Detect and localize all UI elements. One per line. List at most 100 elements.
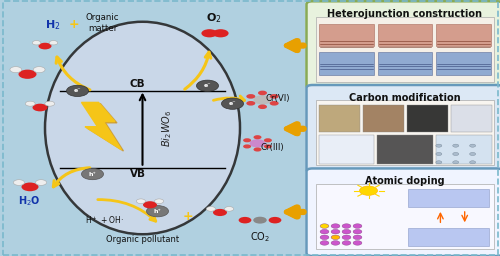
- Circle shape: [254, 147, 262, 152]
- FancyBboxPatch shape: [306, 1, 500, 89]
- Text: CB: CB: [130, 79, 146, 90]
- Circle shape: [22, 183, 38, 191]
- Text: CO$_2$: CO$_2$: [250, 230, 270, 244]
- Circle shape: [250, 139, 266, 147]
- FancyBboxPatch shape: [305, 2, 498, 254]
- Bar: [436, 52, 491, 75]
- Bar: [377, 135, 433, 164]
- Bar: [318, 105, 360, 132]
- Text: Atomic doping: Atomic doping: [364, 176, 444, 186]
- Circle shape: [213, 209, 227, 216]
- Circle shape: [360, 186, 378, 195]
- Bar: [436, 135, 492, 164]
- Circle shape: [82, 168, 104, 180]
- Text: h⁺: h⁺: [88, 172, 96, 177]
- Text: H$^+$ + OH·: H$^+$ + OH·: [86, 214, 124, 226]
- Circle shape: [10, 67, 22, 73]
- Circle shape: [452, 152, 458, 155]
- Bar: [362, 105, 404, 132]
- Circle shape: [243, 144, 251, 148]
- Circle shape: [320, 235, 329, 240]
- Polygon shape: [84, 104, 124, 151]
- Circle shape: [32, 41, 41, 45]
- Bar: [450, 105, 492, 132]
- Text: Organic
matter: Organic matter: [86, 13, 120, 33]
- Circle shape: [264, 138, 272, 142]
- FancyArrowPatch shape: [286, 40, 304, 51]
- Text: h⁺: h⁺: [154, 209, 162, 214]
- Circle shape: [36, 180, 46, 185]
- Circle shape: [202, 29, 218, 37]
- Circle shape: [353, 235, 362, 240]
- Circle shape: [238, 217, 252, 223]
- Circle shape: [66, 85, 88, 97]
- Circle shape: [331, 229, 340, 234]
- Text: VB: VB: [130, 169, 146, 179]
- FancyBboxPatch shape: [306, 85, 500, 173]
- Circle shape: [270, 101, 278, 105]
- Circle shape: [353, 241, 362, 245]
- Circle shape: [45, 101, 54, 106]
- Circle shape: [136, 199, 145, 204]
- Text: Heterojunction construction: Heterojunction construction: [327, 9, 482, 19]
- Circle shape: [18, 70, 36, 79]
- FancyBboxPatch shape: [306, 168, 500, 256]
- Circle shape: [146, 206, 169, 217]
- Circle shape: [436, 161, 442, 164]
- Bar: [408, 228, 489, 246]
- Circle shape: [342, 235, 351, 240]
- Circle shape: [270, 94, 278, 99]
- Bar: [408, 189, 489, 207]
- Circle shape: [26, 101, 35, 106]
- Circle shape: [14, 180, 24, 185]
- Circle shape: [212, 29, 228, 37]
- FancyArrowPatch shape: [286, 124, 304, 134]
- Text: +: +: [182, 210, 193, 223]
- Text: e⁻: e⁻: [204, 83, 211, 88]
- Text: Organic pollutant: Organic pollutant: [106, 235, 179, 244]
- Circle shape: [331, 241, 340, 245]
- Circle shape: [320, 241, 329, 245]
- Circle shape: [320, 224, 329, 228]
- Text: Cr(III): Cr(III): [260, 143, 284, 152]
- Circle shape: [154, 199, 164, 204]
- Bar: [378, 52, 432, 75]
- FancyBboxPatch shape: [316, 100, 494, 165]
- FancyArrowPatch shape: [286, 207, 304, 217]
- Circle shape: [32, 104, 48, 111]
- Bar: [378, 24, 432, 46]
- FancyBboxPatch shape: [316, 184, 494, 249]
- Circle shape: [268, 217, 281, 223]
- Circle shape: [196, 80, 218, 91]
- Circle shape: [331, 224, 340, 228]
- Circle shape: [342, 241, 351, 245]
- Circle shape: [254, 135, 262, 139]
- Circle shape: [436, 144, 442, 147]
- Circle shape: [258, 91, 267, 95]
- Bar: [319, 24, 374, 46]
- Circle shape: [143, 201, 157, 208]
- Circle shape: [342, 224, 351, 228]
- Text: O$_2$: O$_2$: [206, 11, 222, 25]
- Circle shape: [436, 152, 442, 155]
- Circle shape: [353, 229, 362, 234]
- Circle shape: [452, 144, 458, 147]
- Circle shape: [452, 161, 458, 164]
- Circle shape: [49, 41, 58, 45]
- Circle shape: [246, 94, 256, 99]
- Text: H$_2$O: H$_2$O: [18, 194, 40, 208]
- Circle shape: [254, 95, 272, 104]
- Text: e⁻: e⁻: [74, 88, 81, 93]
- Circle shape: [342, 229, 351, 234]
- Polygon shape: [82, 102, 122, 150]
- Circle shape: [254, 217, 267, 224]
- Circle shape: [222, 98, 244, 109]
- Circle shape: [206, 207, 216, 211]
- Circle shape: [246, 101, 256, 105]
- Ellipse shape: [45, 22, 240, 234]
- Bar: [406, 105, 448, 132]
- Circle shape: [243, 138, 251, 142]
- Text: Carbon modification: Carbon modification: [348, 93, 461, 103]
- Circle shape: [258, 104, 267, 109]
- Circle shape: [320, 229, 329, 234]
